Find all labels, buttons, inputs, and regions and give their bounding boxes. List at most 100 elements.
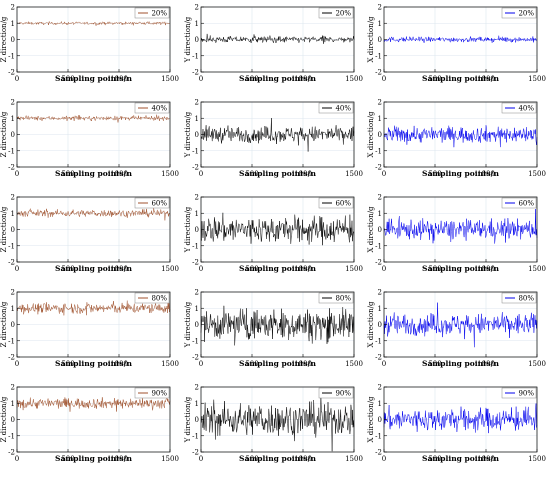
x-axis-title: Sampling points/n (55, 359, 132, 368)
signal-trace (200, 212, 355, 246)
signal-trace (16, 20, 171, 27)
x-tick-label: 0 (199, 360, 203, 368)
y-tick-label: -2 (375, 69, 382, 77)
y-tick-label: 0 (11, 416, 15, 424)
x-tick-label: 500 (61, 75, 74, 83)
y-tick-label: 0 (195, 131, 199, 139)
x-axis-title: Sampling points/n (422, 454, 499, 463)
y-tick-label: -1 (8, 432, 15, 440)
x-tick-label: 1000 (477, 170, 495, 178)
legend-label: 40% (335, 105, 351, 113)
x-axis-title: Sampling points/n (239, 454, 316, 463)
x-tick-label: 500 (245, 75, 258, 83)
x-tick-label: 1000 (477, 455, 495, 463)
panel-r3-c3: -2 -1 0 1 2 0 500 1000 1500 Sampling points/n X di… (367, 194, 546, 274)
x-tick-label: 500 (245, 170, 258, 178)
x-axis-title: Sampling points/n (422, 169, 499, 178)
x-tick-label: 0 (199, 455, 203, 463)
y-tick-label: 1 (195, 20, 199, 28)
x-tick-label: 0 (15, 455, 19, 463)
y-axis-title: Y direction/g (184, 301, 192, 348)
x-tick-label: 0 (382, 75, 386, 83)
panel-r5-c3: -2 -1 0 1 2 0 500 1000 1500 Sampling points/n X di… (367, 384, 546, 464)
y-tick-label: 0 (195, 416, 199, 424)
x-tick-label: 0 (382, 170, 386, 178)
x-tick-label: 1000 (110, 170, 128, 178)
y-tick-label: -2 (375, 354, 382, 362)
panel-r3-c2: -2 -1 0 1 2 0 500 1000 1500 Sampling points/n Y di… (184, 194, 363, 274)
y-axis-title: X direction/g (367, 16, 375, 62)
x-axis-title: Sampling points/n (422, 74, 499, 83)
y-tick-label: 1 (378, 115, 382, 123)
x-tick-label: 1500 (161, 455, 179, 463)
x-tick-label: 1000 (294, 455, 312, 463)
legend-label: 90% (335, 390, 351, 398)
y-tick-label: -1 (192, 147, 199, 155)
y-tick-label: -1 (375, 52, 382, 60)
legend-box (501, 102, 537, 114)
legend-label: 80% (151, 295, 167, 303)
y-tick-label: -2 (192, 449, 199, 457)
y-tick-label: -2 (192, 164, 199, 172)
x-tick-label: 1000 (294, 265, 312, 273)
x-tick-label: 1500 (161, 75, 179, 83)
panel-r2-c3: -2 -1 0 1 2 0 500 1000 1500 Sampling points/n X di… (367, 99, 546, 179)
y-tick-label: 2 (11, 194, 15, 202)
y-tick-label: 2 (11, 99, 15, 107)
signal-trace (200, 395, 355, 452)
x-tick-label: 1000 (477, 75, 495, 83)
x-tick-label: 500 (428, 265, 441, 273)
y-tick-label: 1 (11, 115, 15, 123)
y-tick-label: 0 (195, 36, 199, 44)
x-tick-label: 500 (61, 170, 74, 178)
x-axis-title: Sampling points/n (55, 74, 132, 83)
x-tick-label: 1500 (345, 265, 363, 273)
legend-box (134, 387, 170, 399)
signal-trace (16, 300, 171, 316)
y-tick-label: 0 (195, 226, 199, 234)
y-tick-label: 1 (378, 20, 382, 28)
y-tick-label: 2 (195, 4, 199, 12)
y-tick-label: 2 (11, 289, 15, 297)
y-tick-label: -1 (8, 147, 15, 155)
y-tick-label: -2 (192, 69, 199, 77)
panel-r1-c1: -2 -1 0 1 2 0 500 1000 1500 Sampling points/n Z di… (0, 4, 179, 84)
legend-box (501, 7, 537, 19)
x-tick-label: 1500 (345, 170, 363, 178)
x-tick-label: 1000 (110, 360, 128, 368)
x-tick-label: 500 (245, 360, 258, 368)
y-tick-label: -1 (192, 337, 199, 345)
y-tick-label: 1 (195, 400, 199, 408)
x-tick-label: 1000 (110, 455, 128, 463)
y-axis-title: X direction/g (367, 396, 375, 442)
y-tick-label: 1 (195, 210, 199, 218)
signal-trace (200, 118, 355, 152)
x-tick-label: 1500 (528, 360, 546, 368)
x-axis-title: Sampling points/n (239, 264, 316, 273)
signal-trace (383, 35, 538, 44)
panel-r3-c1: -2 -1 0 1 2 0 500 1000 1500 Sampling points/n Z di… (0, 194, 179, 274)
y-tick-label: -2 (192, 354, 199, 362)
x-tick-label: 1500 (161, 265, 179, 273)
x-axis-title: Sampling points/n (239, 74, 316, 83)
y-tick-label: 0 (11, 226, 15, 234)
legend-label: 20% (151, 10, 167, 18)
legend-label: 20% (335, 10, 351, 18)
signal-trace (383, 125, 538, 148)
y-tick-label: 1 (378, 305, 382, 313)
y-axis-title: Z direction/g (0, 301, 8, 347)
y-tick-label: 1 (11, 20, 15, 28)
y-tick-label: 1 (378, 210, 382, 218)
y-tick-label: -1 (375, 242, 382, 250)
panel-r4-c3: -2 -1 0 1 2 0 500 1000 1500 Sampling points/n X di… (367, 289, 546, 369)
x-tick-label: 1500 (345, 360, 363, 368)
x-tick-label: 500 (61, 265, 74, 273)
legend-box (318, 387, 354, 399)
y-tick-label: -2 (8, 164, 15, 172)
y-tick-label: 2 (11, 4, 15, 12)
x-tick-label: 0 (382, 265, 386, 273)
x-tick-label: 1500 (161, 360, 179, 368)
x-axis-title: Sampling points/n (239, 169, 316, 178)
y-tick-label: 0 (11, 321, 15, 329)
legend-box (501, 197, 537, 209)
